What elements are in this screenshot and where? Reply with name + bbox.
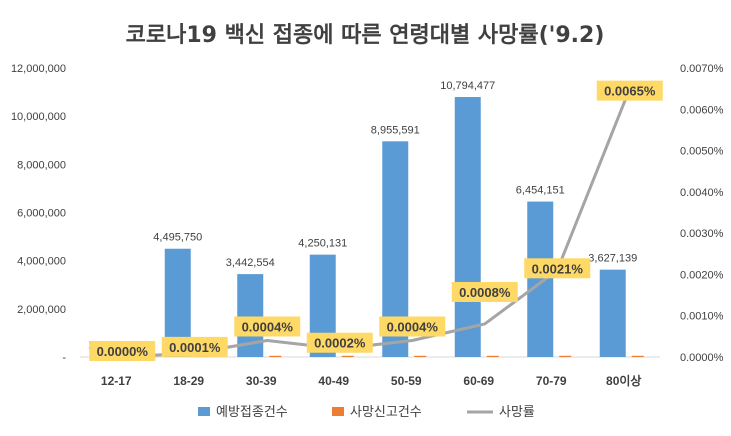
x-category-label: 12-17	[101, 374, 132, 388]
y-left-tick-label: 2,000,000	[17, 304, 66, 316]
bar-vaccination-value-label: 6,454,151	[516, 185, 565, 197]
bar-series-group: 28,3384,495,7503,442,5544,250,1318,955,5…	[80, 80, 660, 358]
y-right-tick-label: 0.0030%	[680, 228, 724, 240]
bar-vaccination-value-label: 4,495,750	[153, 232, 202, 244]
rate-label-text: 0.0065%	[604, 84, 656, 99]
y-right-tick-label: 0.0000%	[680, 352, 724, 364]
chart-title: 코로나19 백신 접종에 따른 연령대별 사망률('9.2)	[126, 23, 605, 48]
x-axis-labels: 12-17 18-29 30-39 40-49 50-59 60-69 70-79 80이상	[101, 373, 642, 388]
legend-swatch	[332, 407, 344, 416]
bar-death-report-80이상	[631, 355, 644, 357]
x-category-label: 30-39	[246, 374, 277, 388]
bar-vaccination-value-label: 3,442,554	[226, 257, 275, 269]
rate-label-text: 0.0001%	[169, 340, 221, 355]
legend: 예방접종건수 사망신고건수 사망률	[198, 405, 535, 420]
rate-label-box	[379, 316, 446, 337]
bar-death-report-50-59	[414, 355, 427, 357]
y-left-tick-label: 6,000,000	[17, 208, 66, 220]
bar-vaccination-value-label: 4,250,131	[298, 238, 347, 250]
bar-vaccination-60-69	[454, 97, 481, 357]
rate-label-text: 0.0004%	[387, 319, 439, 334]
legend-swatch	[198, 407, 210, 416]
x-category-label: 80이상	[606, 373, 641, 388]
x-category-label: 40-49	[318, 374, 349, 388]
y-axis-right: 0.0000% 0.0010% 0.0020% 0.0030% 0.0040% 0.005…	[680, 63, 724, 364]
rate-label-box	[89, 341, 156, 361]
bar-vaccination-value-label: 3,627,139	[588, 253, 637, 265]
bar-vaccination-value-label: 8,955,591	[371, 124, 420, 136]
y-left-tick-label: 10,000,000	[11, 111, 66, 123]
rate-label-text: 0.0021%	[532, 261, 584, 276]
y-left-tick-label: -	[62, 352, 66, 364]
y-axis-left: - 2,000,000 4,000,000 6,000,000 8,000,000 10,…	[11, 63, 66, 364]
y-right-tick-label: 0.0060%	[680, 104, 724, 116]
y-left-tick-label: 4,000,000	[17, 256, 66, 268]
legend-label: 사망신고건수	[350, 405, 422, 420]
rate-label-text: 0.0002%	[314, 336, 366, 351]
bar-vaccination-70-79	[527, 201, 554, 357]
rate-label-box	[234, 316, 301, 337]
y-right-tick-label: 0.0040%	[680, 187, 724, 199]
legend-label: 예방접종건수	[216, 405, 288, 420]
bar-death-report-70-79	[559, 355, 572, 357]
y-right-tick-label: 0.0070%	[680, 63, 724, 75]
x-category-label: 18-29	[173, 374, 204, 388]
rate-label-box	[596, 80, 663, 101]
bar-death-report-40-49	[341, 355, 354, 357]
y-right-tick-label: 0.0010%	[680, 311, 724, 323]
bar-vaccination-80이상	[599, 269, 626, 357]
rate-label-text: 0.0000%	[97, 344, 149, 359]
y-right-tick-label: 0.0050%	[680, 146, 724, 158]
bar-death-report-60-69	[486, 355, 499, 357]
bar-vaccination-value-label: 10,794,477	[440, 80, 495, 92]
rate-label-text: 0.0008%	[459, 285, 511, 300]
y-left-tick-label: 8,000,000	[17, 159, 66, 171]
bar-death-report-30-39	[269, 355, 282, 357]
rate-label-box	[306, 332, 373, 353]
rate-label-box	[161, 336, 228, 357]
y-left-tick-label: 12,000,000	[11, 63, 66, 75]
rate-label-box	[524, 258, 591, 279]
x-category-label: 50-59	[391, 374, 422, 388]
rate-label-text: 0.0004%	[242, 319, 294, 334]
x-category-label: 70-79	[536, 374, 567, 388]
legend-label: 사망률	[499, 405, 535, 420]
y-right-tick-label: 0.0020%	[680, 269, 724, 281]
line-series-group: 0.0000% 0.0001% 0.0004% 0.0002% 0.0004% 0.000…	[89, 80, 663, 361]
rate-label-box	[451, 281, 518, 302]
x-category-label: 60-69	[463, 374, 494, 388]
